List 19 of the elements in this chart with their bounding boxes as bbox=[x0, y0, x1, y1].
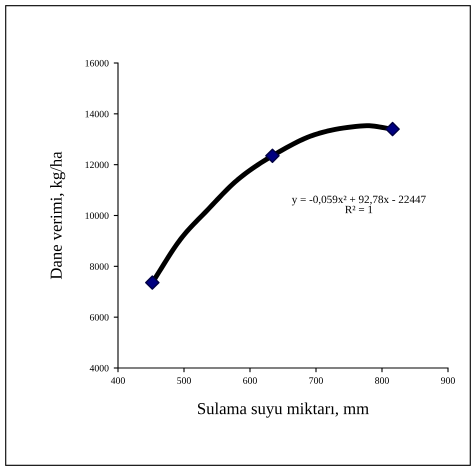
y-tick-label: 16000 bbox=[86, 60, 109, 66]
x-tick-label: 400 bbox=[110, 377, 125, 384]
point bbox=[385, 122, 400, 136]
y-axis-title: Dane verimi, kg/ha bbox=[50, 152, 66, 280]
x-tick-label: 900 bbox=[441, 377, 455, 384]
annotation: y = -0,059x² + 92,78x - 22447 R² = 1 bbox=[292, 196, 426, 214]
point bbox=[265, 148, 280, 164]
y-tick-label: 4000 bbox=[90, 364, 109, 372]
y-tick-label: 12000 bbox=[86, 162, 109, 168]
y-tick-label: 6000 bbox=[90, 314, 109, 321]
x-tick-label: 700 bbox=[309, 377, 323, 384]
x-tick-label: 600 bbox=[243, 377, 257, 384]
x-tick-label: 500 bbox=[177, 377, 191, 384]
y-tick-label: 10000 bbox=[86, 212, 109, 219]
y-tick-label: 8000 bbox=[90, 263, 109, 270]
x-tick-label: 800 bbox=[375, 377, 389, 384]
point bbox=[145, 275, 160, 290]
x-axis-title: Sulama suyu miktarı, mm bbox=[198, 402, 369, 418]
y-tick-label: 14000 bbox=[86, 110, 109, 118]
